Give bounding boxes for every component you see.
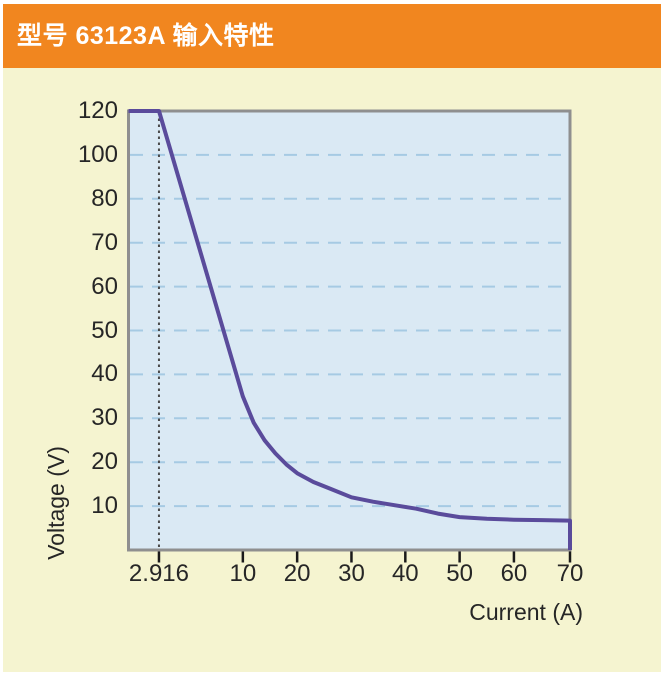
x-tick-label: 70 [556,560,584,587]
chart-canvas [127,109,572,563]
x-tick-label: 2.916 [128,560,189,587]
y-tick-label: 100 [77,140,118,168]
chart-area: 120 100 80 70 60 50 40 30 20 10 2.916 10 20 30 40 50 60… [3,68,661,672]
x-tick-label: 50 [446,560,473,587]
y-tick-label: 10 [91,492,118,520]
x-tick-label: 40 [391,560,419,587]
x-tick-label: 60 [500,560,528,587]
plot-background [128,111,570,550]
figure-header: 型号 63123A 输入特性 [3,4,661,68]
figure-panel: 型号 63123A 输入特性 120 100 80 70 60 50 40 30 20 10 2.… [3,4,661,672]
x-axis-title: Current (A) [469,599,583,625]
x-tick-label: 20 [283,560,311,587]
y-tick-label: 80 [91,184,118,212]
y-tick-label: 20 [91,448,118,476]
plot-border [127,109,572,552]
y-tick-label: 120 [77,97,118,124]
y-tick-label: 60 [91,272,118,300]
y-tick-label: 30 [91,404,118,432]
power-curve [128,109,572,550]
x-tick-label: 10 [229,560,257,587]
y-tick-label: 50 [91,316,118,344]
y-tick-label: 40 [91,360,118,388]
y-tick-label: 70 [91,228,118,256]
x-tick-label: 30 [338,560,365,587]
y-axis-title: Voltage (V) [43,446,69,560]
figure-title: 型号 63123A 输入特性 [17,22,275,50]
